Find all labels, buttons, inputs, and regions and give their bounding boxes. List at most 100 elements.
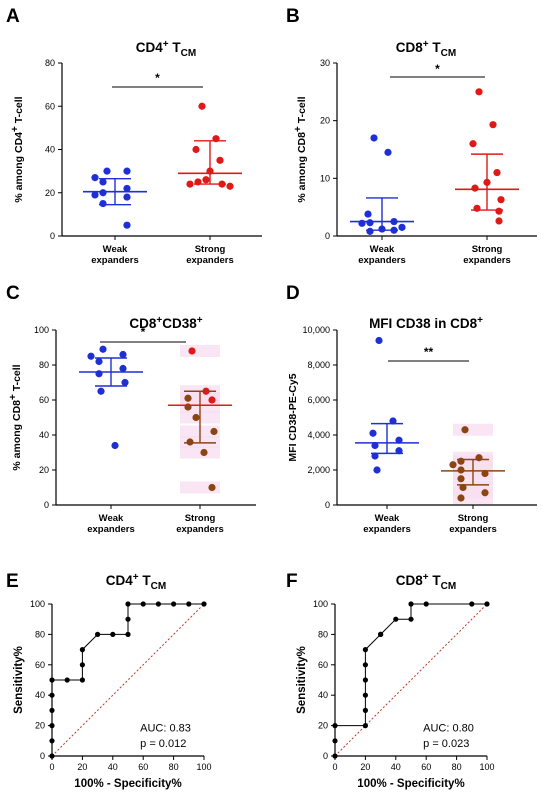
category-label: Weak xyxy=(375,513,400,524)
roc-point xyxy=(79,647,85,653)
ylabel-superscript: + xyxy=(10,126,21,132)
series-weak xyxy=(350,134,414,235)
y-tick-label: 0 xyxy=(325,500,330,510)
data-point xyxy=(123,193,131,201)
data-point xyxy=(370,134,378,142)
data-point xyxy=(449,461,457,469)
data-point xyxy=(371,452,379,460)
panel-F-title: CD8+ TCM xyxy=(396,572,456,592)
data-point xyxy=(373,466,381,474)
data-point xyxy=(457,475,465,483)
data-point-halo xyxy=(180,345,220,357)
panel-C: C020406080100WeakexpandersStrongexpander… xyxy=(6,283,256,535)
data-point xyxy=(384,148,392,156)
category-label: expanders xyxy=(358,255,406,266)
y-tick-label: 0 xyxy=(50,231,55,241)
data-point xyxy=(371,441,379,450)
roc-point xyxy=(362,723,368,729)
data-point xyxy=(489,121,497,129)
y-tick-label: 0 xyxy=(325,231,330,241)
data-point xyxy=(123,221,131,229)
y-tick-label: 20 xyxy=(35,721,45,731)
x-tick-label: 20 xyxy=(77,762,87,772)
significance-marker: * xyxy=(141,325,146,339)
data-point xyxy=(186,438,194,446)
data-point xyxy=(364,210,372,218)
y-tick-label: 40 xyxy=(39,430,49,440)
category-label: Weak xyxy=(103,244,128,255)
title-superscript: + xyxy=(163,39,169,50)
roc-point xyxy=(49,723,55,729)
y-tick-label: 4,000 xyxy=(307,430,330,440)
data-point xyxy=(475,454,483,462)
roc-point xyxy=(95,631,101,638)
panel-label-F: F xyxy=(286,571,298,592)
roc-point xyxy=(79,677,85,683)
y-tick-label: 40 xyxy=(318,690,328,700)
x-tick-label: 80 xyxy=(169,762,179,772)
data-point xyxy=(495,217,503,225)
ylabel-superscript: + xyxy=(293,126,304,132)
category-label: expanders xyxy=(463,255,511,266)
data-point xyxy=(200,448,208,457)
y-tick-label: 0 xyxy=(40,751,45,761)
y-tick-label: 40 xyxy=(45,145,55,155)
roc-point xyxy=(423,601,429,607)
y-tick-label: 60 xyxy=(39,395,49,405)
y-tick-label: 80 xyxy=(45,58,55,68)
panel-E-title: CD4+ TCM xyxy=(106,572,166,592)
data-point xyxy=(123,184,131,193)
y-axis-title: Sensitivity% xyxy=(296,646,308,714)
data-point xyxy=(210,427,218,436)
panel-label-E: E xyxy=(6,571,19,592)
title-superscript-2: + xyxy=(197,315,203,326)
title-superscript: + xyxy=(423,572,429,583)
data-point xyxy=(123,167,131,175)
p-value-annotation: p = 0.023 xyxy=(423,738,469,750)
category-label: expanders xyxy=(87,524,135,535)
data-point xyxy=(497,196,505,204)
category-label: expanders xyxy=(186,255,234,266)
y-tick-label: 20 xyxy=(318,721,328,731)
x-tick-label: 100 xyxy=(479,762,494,772)
roc-point xyxy=(362,647,368,653)
y-tick-label: 30 xyxy=(320,58,330,68)
category-label: expanders xyxy=(176,524,224,535)
data-point xyxy=(186,180,194,188)
category-label: Weak xyxy=(99,513,124,524)
roc-point xyxy=(484,601,490,607)
roc-point xyxy=(362,662,368,668)
category-label: Strong xyxy=(185,513,216,524)
panel-label-B: B xyxy=(286,6,300,27)
series-weak xyxy=(355,336,419,474)
data-point xyxy=(398,223,406,231)
y-tick-label: 6,000 xyxy=(307,395,330,405)
y-tick-label: 100 xyxy=(34,325,49,335)
panel-D-title: MFI CD38 in CD8+ xyxy=(369,315,483,331)
data-point xyxy=(389,417,397,425)
x-tick-label: 0 xyxy=(332,762,337,772)
y-tick-label: 60 xyxy=(318,660,328,670)
roc-point xyxy=(125,601,131,607)
data-point xyxy=(95,357,103,366)
roc-point xyxy=(378,631,384,638)
roc-point xyxy=(362,677,368,683)
roc-point xyxy=(79,662,85,668)
data-point xyxy=(192,145,200,154)
panel-D: D02,0004,0006,0008,00010,000Weakexpander… xyxy=(286,283,537,535)
data-point xyxy=(216,156,224,164)
y-tick-label: 80 xyxy=(39,360,49,370)
roc-point xyxy=(49,692,55,698)
title-subscript: CM xyxy=(441,581,457,592)
title-tail: CD38 xyxy=(162,316,197,331)
roc-point xyxy=(332,753,338,759)
significance-marker: * xyxy=(435,62,440,76)
title-main: CD8 xyxy=(129,316,156,331)
data-point xyxy=(91,174,99,182)
data-point xyxy=(459,483,467,492)
data-point xyxy=(198,102,206,110)
roc-point xyxy=(201,601,207,607)
y-tick-label: 20 xyxy=(39,465,49,475)
ylabel-main: % among CD8 xyxy=(296,132,308,203)
